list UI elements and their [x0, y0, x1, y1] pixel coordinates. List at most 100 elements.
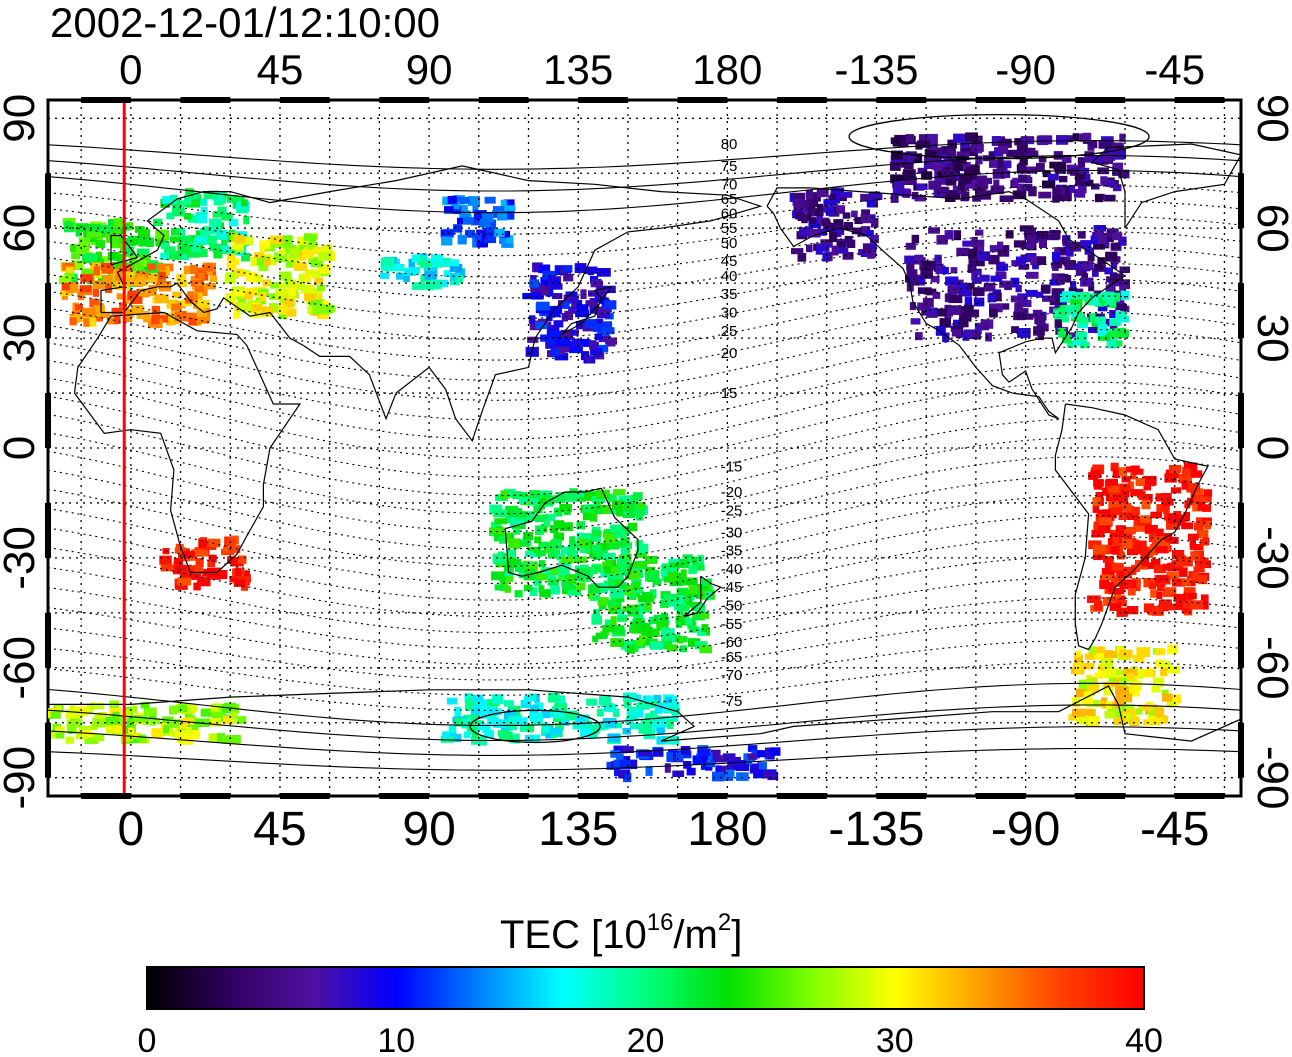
tec-cell [131, 238, 138, 246]
tec-cell [221, 230, 228, 240]
left-lat-tick-label: 90 [0, 94, 44, 143]
tec-cell [179, 570, 193, 578]
tec-cell [691, 556, 700, 566]
tec-cell [1155, 712, 1164, 723]
tec-cell [966, 148, 978, 156]
tec-cell [1081, 273, 1089, 282]
tec-cell [614, 541, 626, 548]
tec-cell [987, 294, 997, 303]
tec-cell [524, 584, 533, 592]
tec-cell [1150, 511, 1162, 519]
tec-cell [1052, 194, 1060, 203]
tec-cell [380, 272, 389, 279]
tec-cell [904, 255, 919, 264]
tec-cell [795, 212, 806, 220]
tec-cell [695, 564, 705, 571]
tec-cell [588, 290, 602, 297]
tec-cell [532, 262, 543, 273]
tec-cell [304, 269, 316, 276]
contour-label: 50 [721, 235, 738, 252]
tec-cell [1112, 184, 1122, 192]
tec-cell [1089, 298, 1101, 306]
tec-cell [472, 731, 479, 738]
tec-cell [638, 635, 647, 643]
tec-cell [1160, 599, 1172, 609]
tec-cell [807, 192, 821, 202]
tec-cell [688, 626, 700, 633]
tec-cell [851, 210, 858, 218]
tec-cell [1104, 141, 1115, 151]
tec-cell [968, 248, 978, 259]
tec-cell [1058, 187, 1065, 194]
tec-cell [561, 719, 570, 726]
tec-cell [1095, 492, 1104, 501]
tec-cell [546, 324, 560, 335]
tec-cell [177, 704, 187, 713]
tec-cell [92, 703, 105, 710]
tec-cell [277, 290, 287, 297]
tec-cell [921, 260, 936, 271]
tec-cell [575, 320, 588, 330]
tec-cell [319, 265, 327, 274]
tec-cell [524, 564, 538, 572]
tec-cell [917, 167, 928, 174]
tec-cell [527, 546, 541, 554]
tec-cell [1028, 186, 1037, 197]
tec-cell [587, 589, 594, 600]
tec-cell [1062, 291, 1076, 299]
tec-cell [1089, 313, 1096, 323]
tec-cell [972, 276, 982, 284]
tec-cell [575, 715, 586, 726]
tec-cell [160, 252, 169, 260]
tec-cell [138, 236, 151, 247]
tec-cell [935, 325, 946, 336]
right-lat-tick-label: 30 [1248, 314, 1292, 363]
tec-cell [685, 577, 698, 586]
tec-cell [972, 195, 981, 202]
contour-line [48, 704, 1241, 742]
tec-cell [984, 177, 992, 185]
tec-cell [616, 753, 624, 761]
tec-cell [514, 590, 523, 598]
tec-cell [1181, 605, 1192, 614]
tec-cell [965, 132, 978, 143]
tec-cell [1083, 691, 1093, 700]
tec-cell [584, 572, 591, 582]
tec-cell [106, 233, 118, 243]
tec-cell [948, 305, 962, 315]
tec-cell [1010, 295, 1021, 303]
colorbar-title: TEC [1016/m2] [500, 909, 742, 957]
tec-cell [936, 177, 947, 185]
tec-cell [1167, 644, 1178, 655]
tec-cell [997, 249, 1010, 257]
tec-cell [540, 334, 550, 342]
tec-cell [467, 721, 478, 732]
tec-cell [950, 267, 958, 274]
tec-cell [1111, 232, 1123, 241]
tec-cell [1071, 293, 1082, 300]
tec-cell [171, 227, 179, 236]
tec-cell [929, 155, 942, 163]
tec-cell [1119, 133, 1126, 142]
tec-cell [519, 540, 530, 547]
tec-cell [580, 728, 592, 738]
tec-cell [554, 507, 563, 517]
tec-cell [823, 222, 836, 232]
coastline-path [683, 575, 722, 618]
tec-cell [675, 615, 685, 623]
tec-cell [900, 136, 907, 147]
tec-cell [1109, 310, 1117, 318]
tec-cell [629, 570, 640, 580]
tec-cell [453, 224, 463, 233]
tec-cell [1119, 693, 1133, 703]
tec-cell [536, 301, 550, 311]
tec-cell [725, 769, 735, 778]
tec-cell [137, 734, 147, 743]
tec-cell [642, 626, 653, 635]
tec-cell [428, 279, 441, 289]
tec-cell [1070, 281, 1077, 289]
tec-cell [669, 635, 677, 643]
tec-cell [95, 240, 105, 248]
tec-cell [548, 567, 560, 575]
tec-cell [807, 203, 816, 214]
